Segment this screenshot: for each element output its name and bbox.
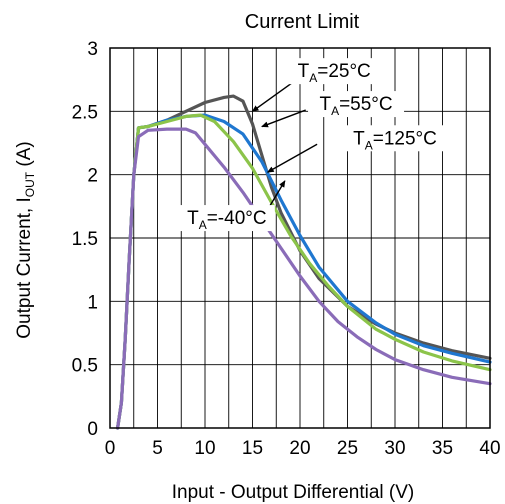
y-axis-label: Output Current, IOUT (A): [14, 141, 37, 338]
x-tick-label: 15: [242, 438, 263, 459]
annotation-background: [347, 125, 443, 152]
x-tick-label: 40: [479, 438, 500, 459]
y-tick-label: 2: [87, 166, 98, 187]
annotation-background: [286, 58, 383, 85]
series-label: TA=125°C: [353, 128, 437, 152]
x-tick-label: 10: [194, 438, 215, 459]
annotation-background: [178, 205, 275, 232]
x-tick-label: 35: [432, 438, 453, 459]
x-tick-label: 30: [384, 438, 405, 459]
y-tick-label: 1.5: [72, 229, 98, 250]
annotation-arrow: [268, 180, 286, 207]
y-tick-label: 0: [87, 419, 98, 440]
series-annotations: TA=25°C TA=55°C TA=125°C TA=-40°C: [178, 58, 443, 232]
y-tick-label: 0.5: [72, 356, 98, 377]
y-tick-label: 2.5: [72, 102, 98, 123]
x-tick-label: 0: [105, 438, 116, 459]
series-line-1: [116, 113, 492, 430]
x-tick-label: 25: [337, 438, 358, 459]
tick-labels: 0 5 10 15 20 25 30 35 40 0 0.5 1 1.5 2 2.5 3: [72, 39, 501, 459]
y-tick-label: 3: [87, 39, 98, 60]
series-label: TA=25°C: [298, 61, 371, 85]
series-label: TA=55°C: [319, 94, 392, 118]
x-tick-label: 20: [289, 438, 310, 459]
plot-frame: [109, 47, 491, 429]
y-axis-label-unit: (A): [14, 141, 35, 172]
series-line-2: [116, 113, 492, 430]
series-label: TA=-40°C: [187, 208, 267, 232]
annotation-arrow: [266, 143, 318, 173]
y-axis-label-main: Output Current, I: [14, 197, 35, 339]
annotation-background: [308, 91, 405, 118]
y-axis-label-sub: OUT: [23, 171, 37, 197]
chart-title: Current Limit: [245, 11, 360, 33]
x-axis-label: Input - Output Differential (V): [172, 482, 415, 503]
chart-series: [116, 94, 492, 430]
x-tick-label: 5: [152, 438, 163, 459]
y-tick-label: 1: [87, 292, 98, 313]
annotation-arrow: [261, 109, 306, 128]
plot-border: [109, 47, 491, 429]
series-line-3: [116, 127, 492, 430]
